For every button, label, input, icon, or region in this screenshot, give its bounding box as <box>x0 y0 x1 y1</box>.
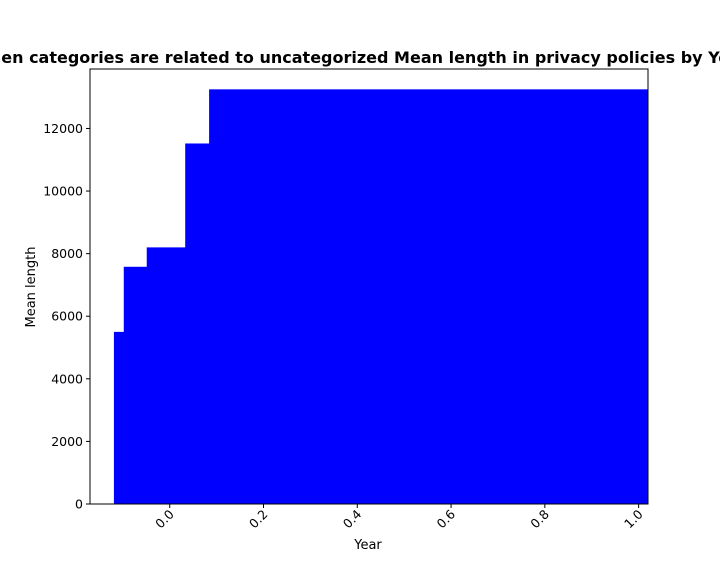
y-tick-label: 0 <box>75 497 83 512</box>
x-axis-label: Year <box>353 538 382 553</box>
y-tick-label: 10000 <box>43 184 83 199</box>
y-tick-label: 4000 <box>51 371 83 386</box>
bars-group <box>113 89 648 505</box>
plot-frame <box>89 68 649 505</box>
y-tick-label: 6000 <box>51 309 83 324</box>
bar-6 <box>155 425 625 504</box>
y-tick-label: 8000 <box>51 246 83 261</box>
x-tick-label: 0.4 <box>340 506 365 531</box>
x-tick-label: 0.2 <box>246 507 271 532</box>
y-tick-label: 12000 <box>43 121 83 136</box>
x-tick-label: 0.8 <box>527 506 552 531</box>
y-axis: 0 2000 4000 6000 8000 10000 12000 <box>43 121 90 512</box>
chart-title: When categories are related to uncategor… <box>0 48 720 67</box>
x-tick-label: 0.6 <box>434 506 459 531</box>
x-tick-label: 0.0 <box>152 506 177 531</box>
y-axis-label: Mean length <box>24 247 39 328</box>
y-tick-label: 2000 <box>51 434 83 449</box>
x-axis: 0.0 0.2 0.4 0.6 0.8 1.0 <box>152 504 646 531</box>
x-tick-label: 1.0 <box>621 506 646 531</box>
